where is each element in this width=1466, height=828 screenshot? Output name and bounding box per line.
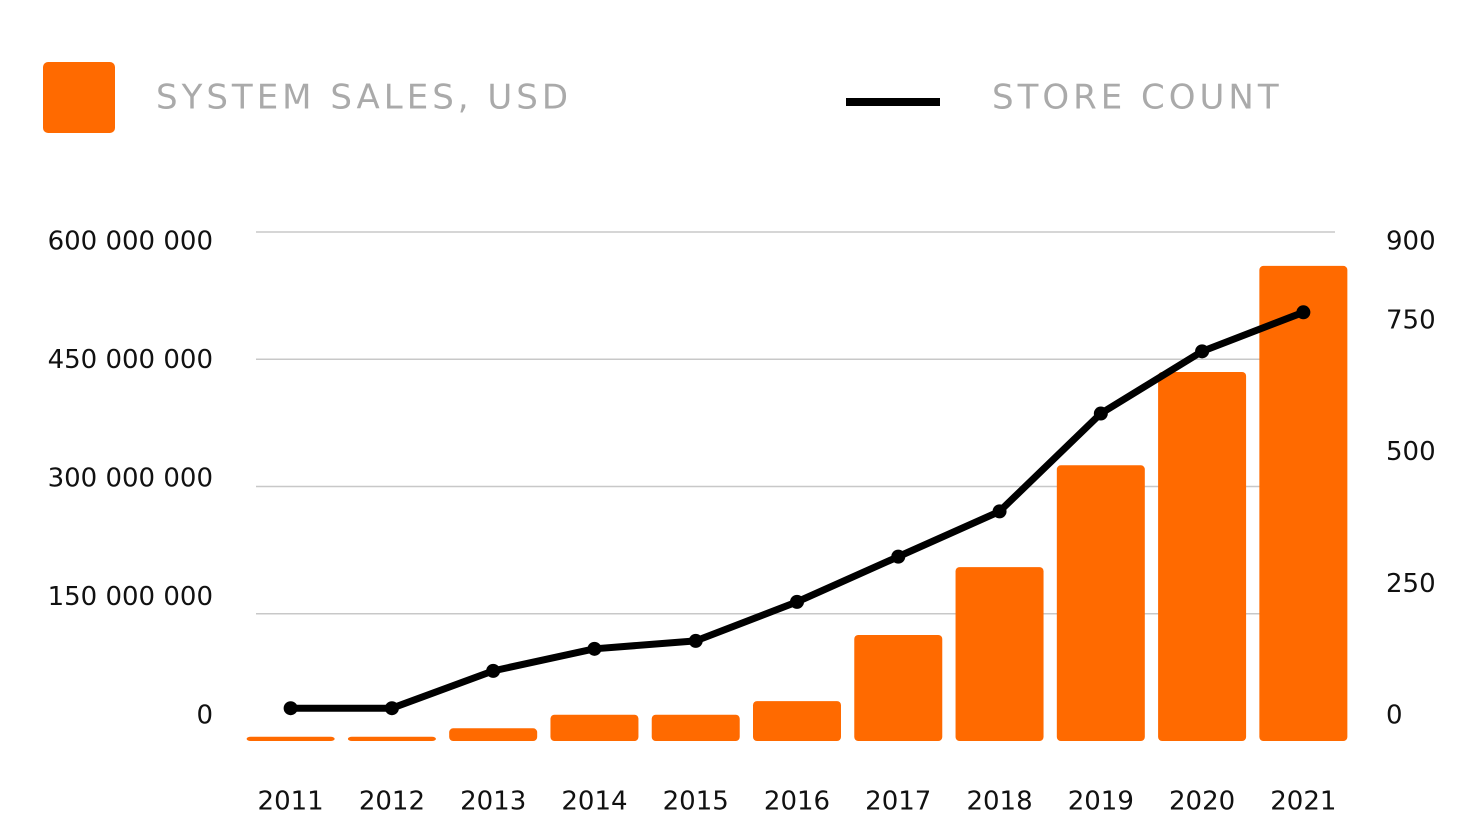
y-tick-label: 450 000 000 (48, 345, 213, 375)
y-tick-label: 150 000 000 (48, 582, 213, 612)
x-tick-label: 2017 (865, 787, 931, 817)
line-point (486, 663, 501, 678)
y2-tick-label: 250 (1386, 569, 1436, 599)
line-point (587, 641, 602, 656)
line-point (992, 504, 1007, 519)
bar (246, 736, 335, 741)
y-tick-label: 300 000 000 (48, 464, 213, 494)
x-tick-label: 2013 (460, 787, 526, 817)
line-point (688, 633, 703, 648)
line-point (1296, 305, 1311, 320)
y-tick-label: 0 (196, 701, 213, 731)
x-tick-label: 2019 (1068, 787, 1134, 817)
bar (955, 567, 1044, 741)
x-tick-label: 2018 (966, 787, 1032, 817)
x-tick-label: 2021 (1270, 787, 1336, 817)
bar (1259, 265, 1348, 741)
y-tick-label: 600 000 000 (48, 227, 213, 257)
x-tick-label: 2014 (561, 787, 627, 817)
bar (449, 728, 538, 741)
y2-tick-label: 750 (1386, 306, 1436, 336)
bar (347, 736, 436, 741)
line (290, 309, 1305, 712)
x-tick-label: 2015 (663, 787, 729, 817)
y2-tick-label: 0 (1386, 701, 1403, 731)
bar (550, 714, 639, 741)
line-point (790, 594, 804, 609)
x-tick-label: 2020 (1169, 787, 1235, 817)
bar (854, 634, 943, 741)
bar (651, 714, 740, 741)
bar (753, 701, 841, 741)
legend-label: STORE COUNT (992, 78, 1283, 118)
x-tick-label: 2012 (359, 787, 425, 817)
x-tick-label: 2016 (764, 787, 830, 817)
line-point (1093, 406, 1108, 421)
y2-tick-label: 900 (1386, 227, 1436, 257)
bar (1056, 465, 1145, 741)
line-point (283, 701, 298, 716)
line-point (1195, 344, 1210, 359)
legend-swatch (43, 62, 115, 133)
line-point (384, 701, 399, 716)
line-point (891, 549, 906, 564)
y2-tick-label: 500 (1386, 437, 1436, 467)
bar (1158, 371, 1247, 741)
legend-label: SYSTEM SALES, USD (156, 78, 572, 118)
x-tick-label: 2011 (258, 787, 324, 817)
